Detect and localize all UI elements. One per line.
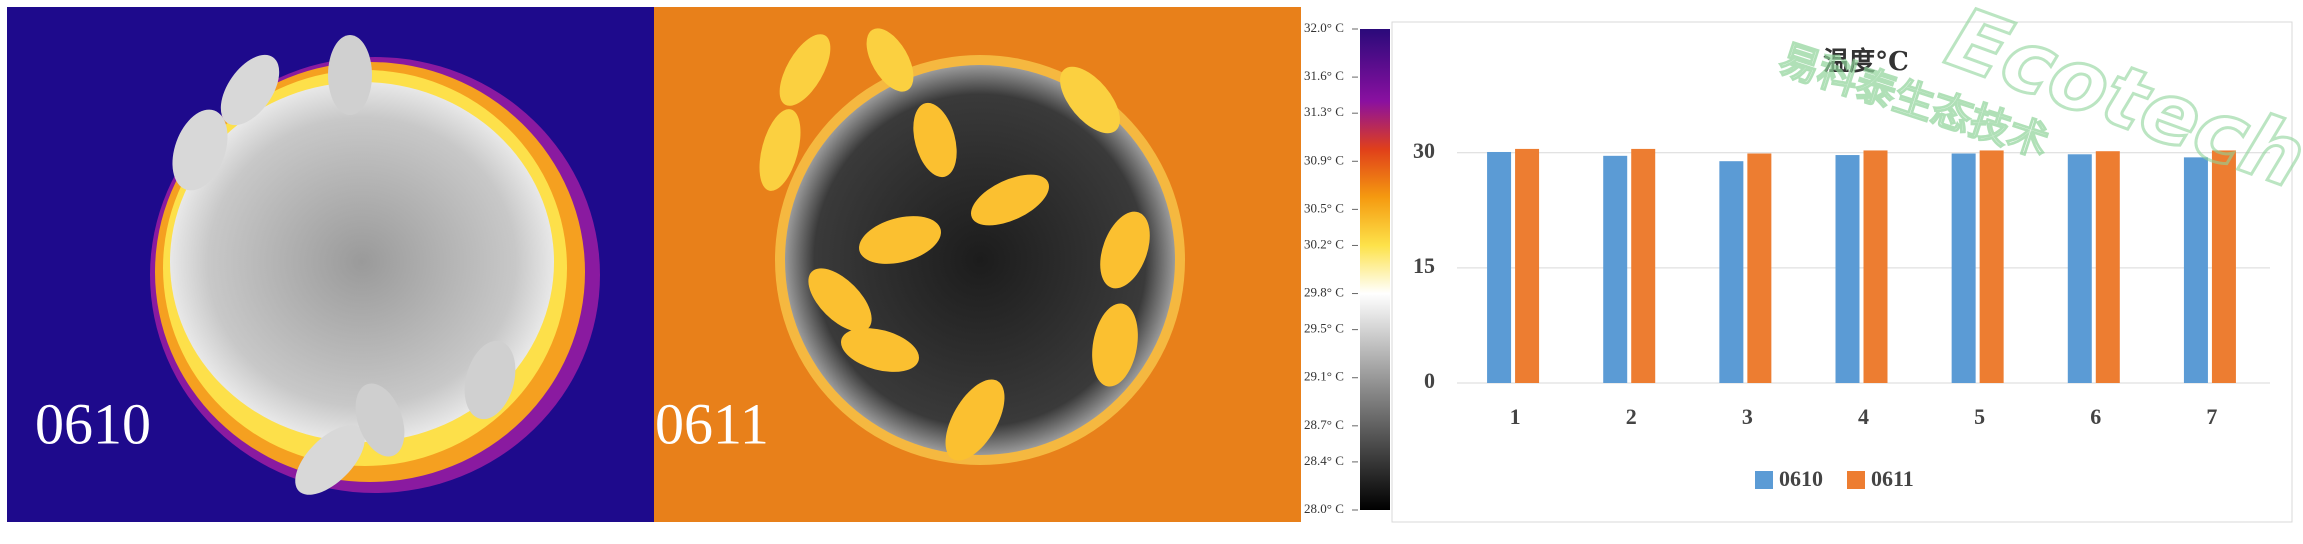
bar (1835, 155, 1860, 383)
thermal-image-0610 (7, 7, 654, 522)
colorbar-tick-label: 29.1° C (1304, 369, 1344, 384)
colorbar-tick-label: 28.0° C (1304, 501, 1344, 516)
x-tick-label: 5 (1974, 404, 1985, 429)
bar (2067, 154, 2092, 383)
y-tick-label: 30 (1413, 138, 1435, 163)
bar (1979, 150, 2004, 383)
colorbar-tick-label: 28.7° C (1304, 417, 1344, 432)
x-tick-label: 3 (1742, 404, 1753, 429)
bar (1603, 155, 1628, 383)
x-tick-label: 1 (1510, 404, 1521, 429)
y-tick-label: 0 (1424, 368, 1435, 393)
legend-swatch (1755, 471, 1773, 489)
colorbar-tick-label: 30.9° C (1304, 152, 1344, 167)
colorbar-tick-label: 30.2° C (1304, 236, 1344, 251)
colorbar-tick-label: 29.5° C (1304, 321, 1344, 336)
bar (1719, 161, 1744, 383)
legend-label: 0610 (1779, 466, 1823, 491)
colorbar-tick-label: 31.6° C (1304, 68, 1344, 83)
image-label: 0611 (655, 391, 769, 456)
bar (1951, 153, 1976, 383)
y-tick-label: 15 (1413, 253, 1435, 278)
bar (1863, 150, 1888, 383)
bar (1515, 148, 1540, 383)
colorbar-tick-label: 28.4° C (1304, 453, 1344, 468)
image-label: 0610 (35, 391, 151, 456)
legend-swatch (1847, 471, 1865, 489)
bar (2211, 150, 2236, 383)
bar (1631, 148, 1656, 383)
bar (2095, 151, 2120, 383)
legend-label: 0611 (1871, 466, 1914, 491)
colorbar-tick-label: 31.3° C (1304, 104, 1344, 119)
x-tick-label: 7 (2206, 404, 2217, 429)
colorbar-tick-label: 32.0° C (1304, 20, 1344, 35)
colorbar-tick-label: 29.8° C (1304, 285, 1344, 300)
colorbar (1360, 29, 1390, 510)
bar (1747, 153, 1772, 383)
x-tick-label: 6 (2090, 404, 2101, 429)
colorbar-tick-label: 30.5° C (1304, 200, 1344, 215)
bar (2183, 157, 2208, 383)
x-tick-label: 4 (1858, 404, 1869, 429)
x-tick-label: 2 (1626, 404, 1637, 429)
chart-title: 温度°C (1823, 46, 1909, 77)
thermal-image-0611 (654, 7, 1301, 522)
bar (1487, 151, 1512, 383)
